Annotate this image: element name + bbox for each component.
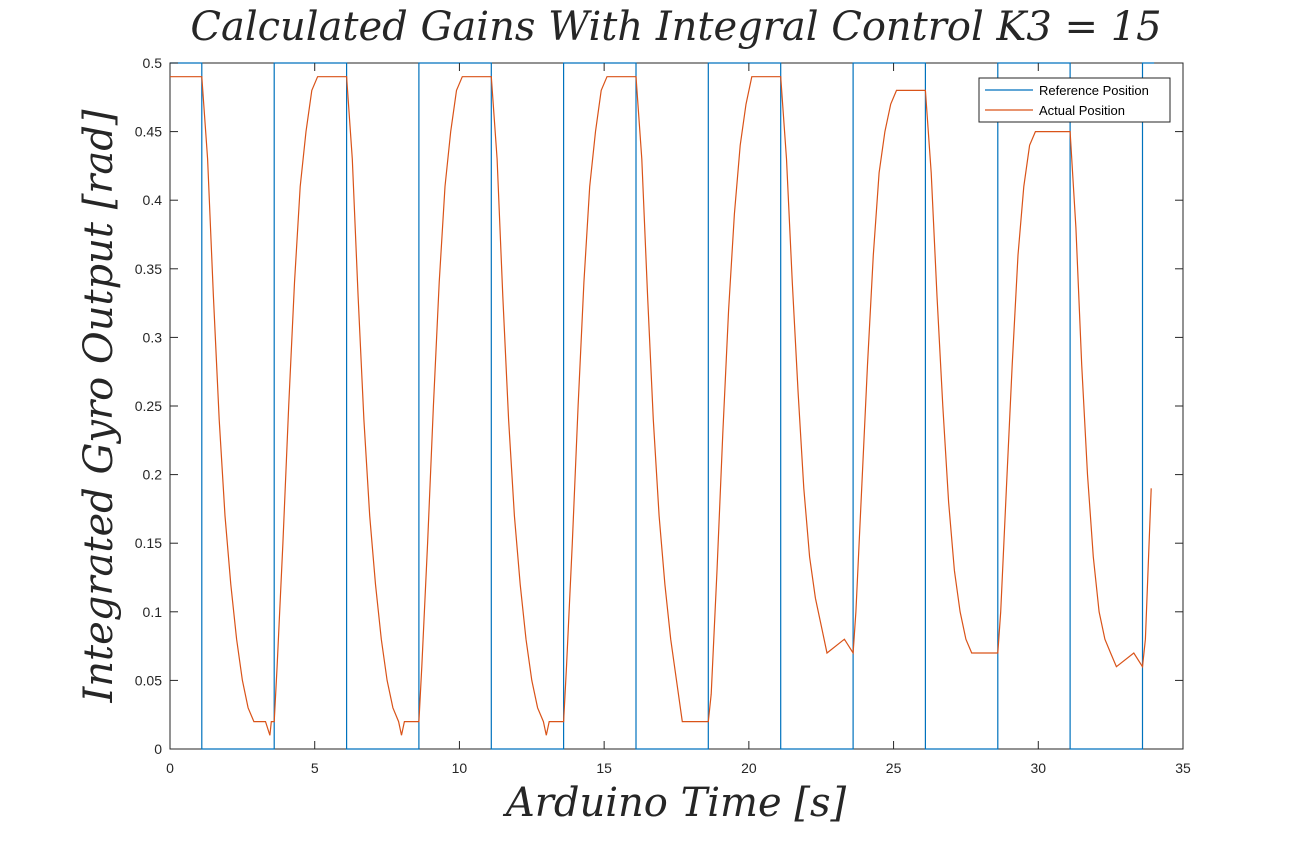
y-tick-label: 0.45 — [135, 124, 162, 140]
x-tick-label: 35 — [1175, 760, 1191, 776]
y-tick-label: 0 — [154, 741, 162, 757]
chart-title: Calculated Gains With Integral Control K… — [190, 4, 1161, 50]
legend-label-actual-position: Actual Position — [1039, 103, 1125, 118]
y-tick-label: 0.3 — [143, 329, 163, 345]
x-tick-label: 30 — [1030, 760, 1046, 776]
series-line-reference-position — [170, 62, 1155, 750]
y-tick-label: 0.35 — [135, 261, 162, 277]
legend: Reference Position Actual Position — [978, 77, 1171, 123]
x-tick-label: 20 — [741, 760, 757, 776]
y-tick-label: 0.4 — [143, 192, 163, 208]
x-tick-label: 10 — [452, 760, 468, 776]
y-tick-label: 0.15 — [135, 535, 162, 551]
axes-box — [169, 62, 1184, 750]
y-tick-label: 0.5 — [143, 55, 163, 71]
plot-area: 0 5 10 15 20 25 30 35 0 0.05 0.1 0.15 0.2 0.25 0.3 0.35… — [135, 55, 1191, 776]
y-tick-label: 0.05 — [135, 672, 162, 688]
y-tick-label: 0.25 — [135, 398, 162, 414]
x-axis-label: Arduino Time [s] — [502, 780, 847, 826]
legend-label-reference-position: Reference Position — [1039, 83, 1149, 98]
series-group — [170, 62, 1155, 750]
y-tick-label: 0.1 — [143, 604, 163, 620]
y-tick-label: 0.2 — [143, 467, 163, 483]
x-tick-label: 5 — [311, 760, 319, 776]
x-tick-label: 15 — [596, 760, 612, 776]
y-axis-label: Integrated Gyro Output [rad] — [76, 109, 122, 703]
x-tick-label: 0 — [166, 760, 174, 776]
x-tick-label: 25 — [886, 760, 902, 776]
legend-box — [978, 77, 1171, 123]
series-line-actual-position — [170, 76, 1152, 736]
